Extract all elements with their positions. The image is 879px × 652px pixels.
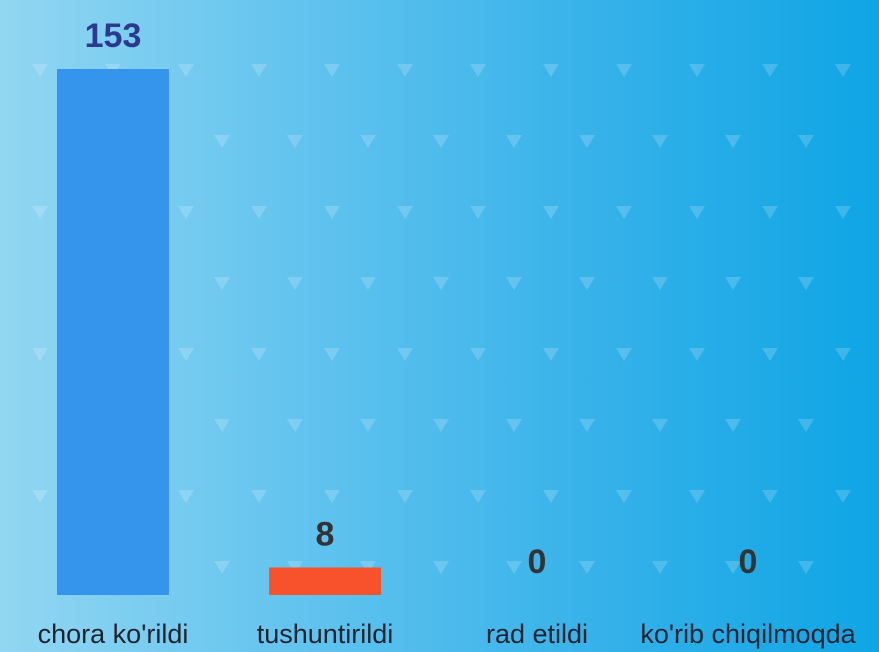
pattern-triangle [214,277,230,290]
pattern-triangle [360,135,376,148]
pattern-triangle [433,419,449,432]
pattern-triangle [835,490,851,503]
bar-0 [57,69,169,595]
pattern-triangle [324,206,340,219]
pattern-triangle [579,135,595,148]
pattern-triangle [470,64,486,77]
category-label-2: rad etildi [486,619,588,649]
pattern-triangle [616,206,632,219]
pattern-triangle [32,348,48,361]
pattern-triangle [397,490,413,503]
pattern-triangle [835,348,851,361]
category-label-3: ko'rib chiqilmoqda [640,619,856,649]
pattern-triangle [178,64,194,77]
pattern-triangle [798,561,814,574]
pattern-triangle [433,561,449,574]
pattern-triangle [506,561,522,574]
data-label-3: 0 [739,543,758,581]
pattern-triangle [360,419,376,432]
pattern-triangle [397,348,413,361]
pattern-triangle [725,419,741,432]
pattern-triangle [689,348,705,361]
pattern-triangle [251,348,267,361]
pattern-triangle [470,348,486,361]
pattern-triangle [725,277,741,290]
pattern-triangle [32,206,48,219]
pattern-triangle [32,64,48,77]
pattern-triangle [652,135,668,148]
pattern-triangle [214,561,230,574]
pattern-triangle [324,64,340,77]
pattern-triangle [251,206,267,219]
category-label-1: tushuntirildi [257,619,394,649]
pattern-triangle [762,64,778,77]
pattern-triangle [762,490,778,503]
pattern-triangle [32,490,48,503]
pattern-triangle [798,277,814,290]
pattern-triangle [506,277,522,290]
pattern-triangle [616,348,632,361]
pattern-triangle [616,490,632,503]
pattern-triangle [543,490,559,503]
pattern-triangle [214,135,230,148]
pattern-triangle [251,64,267,77]
pattern-triangle [652,277,668,290]
pattern-triangle [287,277,303,290]
pattern-triangle [579,419,595,432]
pattern-triangle [397,206,413,219]
pattern-triangle [287,135,303,148]
pattern-triangle [579,277,595,290]
pattern-triangle [324,348,340,361]
pattern-triangle [543,64,559,77]
pattern-triangle [689,206,705,219]
pattern-triangle [214,419,230,432]
pattern-triangle [324,490,340,503]
pattern-triangle [652,561,668,574]
pattern-triangle [798,135,814,148]
pattern-triangle [725,135,741,148]
pattern-triangle [689,490,705,503]
data-label-0: 153 [85,17,142,55]
pattern-triangle [178,348,194,361]
pattern-triangle [835,206,851,219]
pattern-triangle [725,561,741,574]
bar-1 [269,567,381,595]
pattern-triangle [506,419,522,432]
pattern-triangle [433,277,449,290]
pattern-triangle [251,490,267,503]
pattern-triangle [506,135,522,148]
pattern-triangle [616,64,632,77]
data-label-2: 0 [528,543,547,581]
pattern-triangle [652,419,668,432]
category-label-0: chora ko'rildi [38,619,189,649]
pattern-triangle [360,277,376,290]
pattern-triangle [543,206,559,219]
pattern-triangle [178,206,194,219]
pattern-triangle [287,419,303,432]
pattern-triangle [798,419,814,432]
data-label-1: 8 [316,515,335,553]
pattern-triangle [579,561,595,574]
pattern-triangle [835,64,851,77]
pattern-triangle [397,64,413,77]
pattern-triangle [689,64,705,77]
pattern-triangle [433,135,449,148]
pattern-triangle [470,490,486,503]
pattern-triangle [762,348,778,361]
pattern-triangle [178,490,194,503]
pattern-triangle [762,206,778,219]
pattern-triangle [470,206,486,219]
pattern-triangle [543,348,559,361]
